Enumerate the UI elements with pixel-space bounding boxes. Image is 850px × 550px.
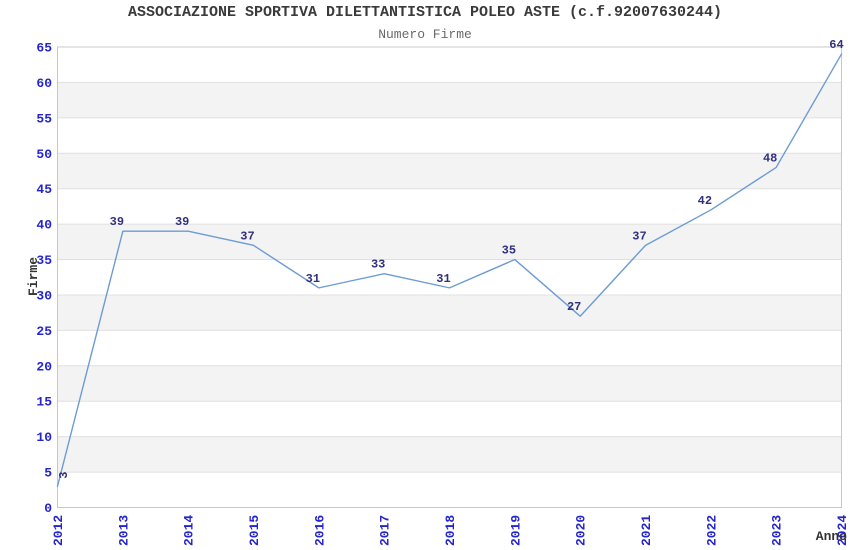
x-axis-tick-label: 2017 — [378, 515, 393, 546]
x-axis-tick-label: 2013 — [116, 515, 131, 546]
x-axis-tick-label: 2024 — [835, 515, 850, 546]
x-axis-tick-label: 2014 — [182, 515, 197, 546]
x-axis-tick-label: 2022 — [704, 515, 719, 546]
data-point-label: 31 — [436, 272, 450, 286]
plot-border — [57, 46, 842, 508]
x-axis-tick-label: 2020 — [574, 515, 589, 546]
data-point-label: 35 — [502, 244, 516, 258]
x-axis-tick-label: 2023 — [770, 515, 785, 546]
x-axis-tick-label: 2021 — [639, 515, 654, 546]
x-axis-tick-label: 2016 — [312, 515, 327, 546]
plot-band — [57, 365, 842, 402]
plot-band — [57, 224, 842, 260]
chart-subtitle: Numero Firme — [378, 27, 472, 42]
y-axis-tick-label: 25 — [36, 324, 52, 339]
y-axis-tick-label: 55 — [36, 111, 52, 126]
data-point-label: 39 — [175, 215, 189, 229]
y-axis-title: Firme — [26, 257, 41, 296]
plot-band — [57, 153, 842, 189]
data-point-label: 33 — [371, 258, 385, 272]
x-axis-tick-label: 2012 — [51, 515, 66, 546]
x-axis-title: Anno — [816, 529, 847, 544]
data-point-label: 31 — [306, 272, 320, 286]
x-axis-tick-label: 2018 — [443, 515, 458, 546]
data-point-label: 48 — [763, 151, 777, 165]
series-line — [56, 53, 843, 487]
chart-title: ASSOCIAZIONE SPORTIVA DILETTANTISTICA PO… — [127, 4, 723, 21]
y-axis-tick-label: 20 — [36, 359, 52, 374]
data-point-label: 42 — [698, 194, 712, 208]
data-point-label: 39 — [110, 215, 124, 229]
y-axis-tick-label: 40 — [36, 218, 52, 233]
data-point-label: 27 — [567, 300, 581, 314]
plot-band — [57, 436, 842, 473]
data-point-label: 64 — [829, 38, 843, 52]
y-axis-tick-label: 15 — [36, 395, 52, 410]
x-axis-tick-label: 2015 — [247, 515, 262, 546]
x-axis-tick-label: 2019 — [508, 515, 523, 546]
data-point-label: 37 — [240, 229, 254, 243]
y-axis-tick-label: 0 — [44, 501, 52, 516]
plot-band — [57, 82, 842, 118]
y-axis-tick-label: 5 — [44, 466, 52, 481]
y-axis-tick-label: 35 — [36, 253, 52, 268]
y-axis-tick-label: 30 — [36, 288, 52, 303]
y-axis-tick-label: 60 — [36, 76, 52, 91]
y-axis-tick-label: 10 — [36, 430, 52, 445]
y-axis-tick-label: 50 — [36, 147, 52, 162]
plot-band — [57, 294, 842, 331]
data-point-label: 37 — [632, 229, 646, 243]
y-axis-tick-label: 65 — [36, 41, 52, 56]
y-axis-tick-label: 45 — [36, 182, 52, 197]
data-point-label: 3 — [57, 472, 71, 479]
